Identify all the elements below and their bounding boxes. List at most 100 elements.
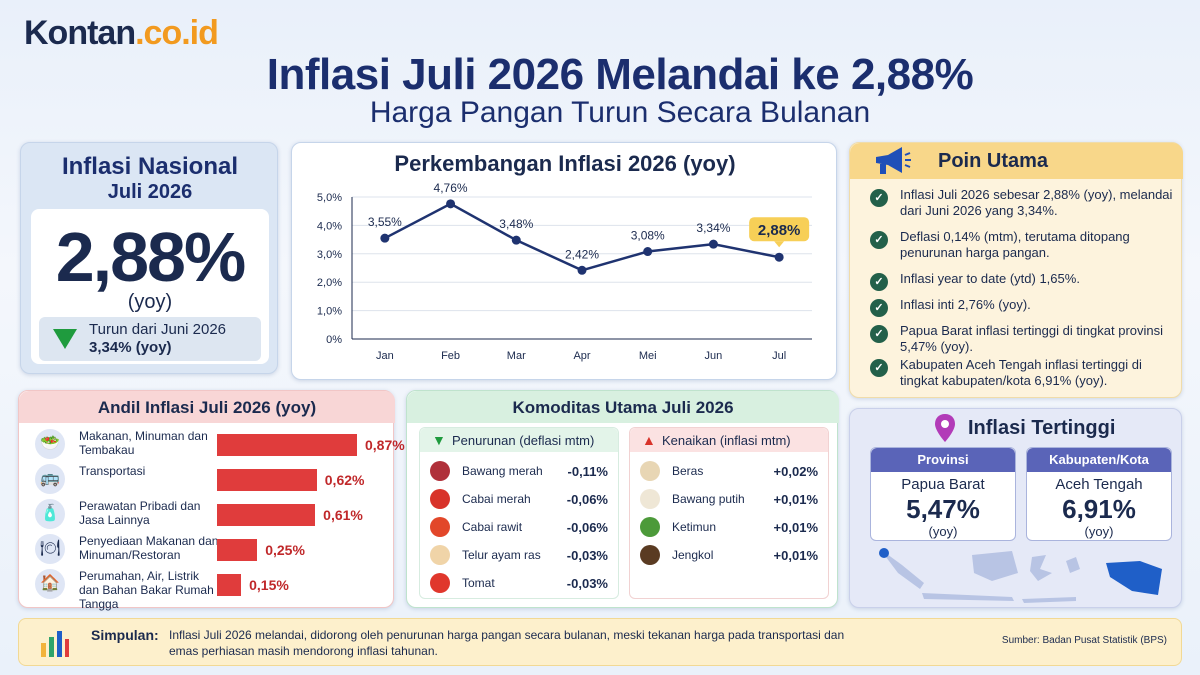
x-tick-label: Jan <box>376 350 394 362</box>
x-tick-label: Feb <box>441 350 460 362</box>
commodity-name: Cabai rawit <box>462 520 523 534</box>
province-label: Provinsi <box>871 448 1015 472</box>
inflation-line-chart: 0% 1,0% 2,0% 3,0% 4,0% 5,0% 3,55% Jan 4,76% Feb 3,… <box>317 181 812 362</box>
bus-icon: 🚌 <box>35 464 65 494</box>
data-point <box>446 199 456 209</box>
key-point-text: Papua Barat inflasi tertinggi di tingkat… <box>900 323 1164 354</box>
contribution-row: 🍽 Penyediaan Makanan dan Minuman/Restoran… <box>19 532 395 566</box>
contribution-row: 🥗 Makanan, Minuman dan Tembakau 0,87% <box>19 427 405 461</box>
commodity-name: Tomat <box>462 576 495 590</box>
contribution-label: Makanan, Minuman dan Tembakau <box>79 429 208 457</box>
regency-value: 6,91% <box>1062 494 1136 524</box>
regency-label: Kabupaten/Kota <box>1027 448 1171 472</box>
contribution-label: Perawatan Pribadi dan Jasa Lainnya <box>79 499 201 527</box>
y-tick-label: 1,0% <box>317 306 342 318</box>
commodity-name: Cabai merah <box>462 492 531 506</box>
commodity-name: Ketimun <box>672 520 717 534</box>
check-icon: ✓ <box>870 325 888 343</box>
national-heading: Inflasi Nasional <box>61 153 239 180</box>
commodity-row: Bawang merah -0,11% <box>420 458 620 484</box>
y-tick-label: 4,0% <box>317 220 342 232</box>
x-tick-label: Apr <box>573 350 590 362</box>
x-tick-label: Jun <box>705 350 723 362</box>
data-point <box>643 247 653 257</box>
commodity-icon <box>430 517 450 537</box>
commodity-row: Beras +0,02% <box>630 458 830 484</box>
commodity-name: Jengkol <box>672 548 714 562</box>
province-value: 5,47% <box>906 494 980 524</box>
x-tick-label: Mei <box>639 350 657 362</box>
page-subtitle: Harga Pangan Turun Secara Bulanan <box>369 96 871 129</box>
decline-line2: 3,34% (yoy) <box>89 339 172 356</box>
data-label: 3,34% <box>696 221 730 235</box>
commodities-card: Komoditas Utama Juli 2026 ▼ Penurunan (d… <box>406 390 839 608</box>
contribution-label: Perumahan, Air, Listrik dan Bahan Bakar … <box>79 569 214 611</box>
kontan-logo[interactable]: Kontan.co.id <box>24 14 219 52</box>
contribution-bar <box>217 434 357 456</box>
commodity-row: Jengkol +0,01% <box>630 542 830 568</box>
check-icon: ✓ <box>870 273 888 291</box>
commodities-heading: Komoditas Utama Juli 2026 <box>512 398 734 417</box>
key-point-text: Inflasi Juli 2026 sebesar 2,88% (yoy), m… <box>900 187 1173 218</box>
commodity-icon <box>640 489 660 509</box>
commodity-name: Telur ayam ras <box>462 548 541 562</box>
bar-chart-icon <box>41 631 69 657</box>
commodity-row: Tomat -0,03% <box>420 570 620 596</box>
contribution-heading: Andil Inflasi Juli 2026 (yoy) <box>97 398 317 417</box>
commodity-icon <box>640 545 660 565</box>
down-arrow-icon <box>53 329 77 349</box>
source-note: Sumber: Badan Pusat Statistik (BPS) <box>1001 635 1167 646</box>
contribution-value: 0,61% <box>323 507 363 523</box>
province-name: Papua Barat <box>901 476 985 493</box>
commodity-row: Cabai rawit -0,06% <box>420 514 620 540</box>
contribution-bar <box>217 539 258 561</box>
highlight-pointer <box>774 241 785 248</box>
contribution-value: 0,15% <box>249 577 289 593</box>
commodity-value: -0,06% <box>566 520 608 535</box>
cloche-icon: 🍽 <box>35 534 65 564</box>
commodity-value: -0,06% <box>566 492 608 507</box>
commodity-value: -0,03% <box>566 548 608 563</box>
commodity-row: Telur ayam ras -0,03% <box>420 542 620 568</box>
commodity-value: +0,01% <box>773 492 818 507</box>
data-label: 3,55% <box>368 215 402 229</box>
commodities-header: Komoditas Utama Juli 2026 <box>407 391 839 423</box>
deflation-label: Penurunan (deflasi mtm) <box>452 433 595 448</box>
decline-note: Turun dari Juni 2026 3,34% (yoy) <box>39 317 261 361</box>
house-icon: 🏠 <box>35 569 65 599</box>
commodity-value: +0,01% <box>773 548 818 563</box>
food-icon: 🥗 <box>35 429 65 459</box>
contribution-label: Transportasi <box>79 464 146 478</box>
key-point-text: Inflasi year to date (ytd) 1,65%. <box>900 271 1080 286</box>
national-value: 2,88% <box>55 218 246 296</box>
highlight-badge <box>749 217 810 242</box>
data-point <box>380 233 390 243</box>
data-label: 3,08% <box>631 229 665 243</box>
contribution-value: 0,62% <box>324 472 365 488</box>
highest-inflation-card: Inflasi Tertinggi Provinsi Papua Barat 5… <box>849 408 1182 608</box>
x-tick-label: Jul <box>772 350 786 362</box>
commodity-row: Cabai merah -0,06% <box>420 486 620 512</box>
key-point-text: Inflasi inti 2,76% (yoy). <box>900 297 1031 312</box>
inflation-line-chart-card: Perkembangan Inflasi 2026 (yoy) 0% 1,0% 2,… <box>291 142 837 380</box>
national-unit: (yoy) <box>127 291 173 313</box>
contribution-bar <box>217 469 317 491</box>
data-label: 2,42% <box>565 247 599 261</box>
contribution-bar <box>217 574 242 596</box>
commodity-name: Beras <box>672 464 704 478</box>
conclusion-bar: Simpulan: Inflasi Juli 2026 melandai, di… <box>18 618 1182 666</box>
conclusion-text: Inflasi Juli 2026 melandai, didorong ole… <box>169 628 845 658</box>
commodity-row: Ketimun +0,01% <box>630 514 830 540</box>
data-label: 4,76% <box>434 181 468 195</box>
contribution-card: Andil Inflasi Juli 2026 (yoy) 🥗 Makanan, … <box>18 390 405 611</box>
national-inflation-card: Inflasi Nasional Juli 2026 2,88% (yoy) T… <box>20 142 278 374</box>
commodity-value: +0,01% <box>773 520 818 535</box>
arrow-up-icon: ▲ <box>642 432 656 448</box>
y-tick-label: 3,0% <box>317 249 342 261</box>
key-points-heading: Poin Utama <box>938 150 1049 172</box>
x-tick-label: Mar <box>507 350 526 362</box>
key-points-header: Poin Utama <box>850 143 1183 179</box>
commodity-name: Bawang putih <box>672 492 745 506</box>
contribution-value: 0,25% <box>265 542 305 558</box>
province-unit: (yoy) <box>928 524 958 539</box>
